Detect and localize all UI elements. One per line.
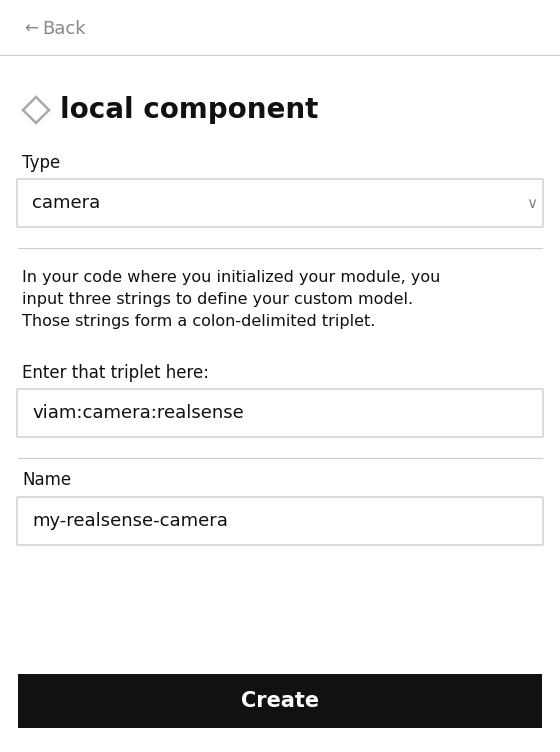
FancyBboxPatch shape [17,389,543,437]
FancyBboxPatch shape [17,497,543,545]
Text: my-realsense-camera: my-realsense-camera [32,512,228,530]
Text: local component: local component [60,96,319,124]
Text: Name: Name [22,471,71,489]
Text: In your code where you initialized your module, you
input three strings to defin: In your code where you initialized your … [22,270,440,329]
Text: Enter that triplet here:: Enter that triplet here: [22,364,209,382]
Text: Back: Back [42,20,86,38]
Text: ∨: ∨ [526,196,538,211]
Text: ←: ← [24,20,38,38]
Text: viam:camera:realsense: viam:camera:realsense [32,404,244,422]
FancyBboxPatch shape [17,179,543,227]
FancyBboxPatch shape [18,674,542,728]
Text: camera: camera [32,194,100,212]
Text: Create: Create [241,691,319,711]
Text: Type: Type [22,154,60,172]
